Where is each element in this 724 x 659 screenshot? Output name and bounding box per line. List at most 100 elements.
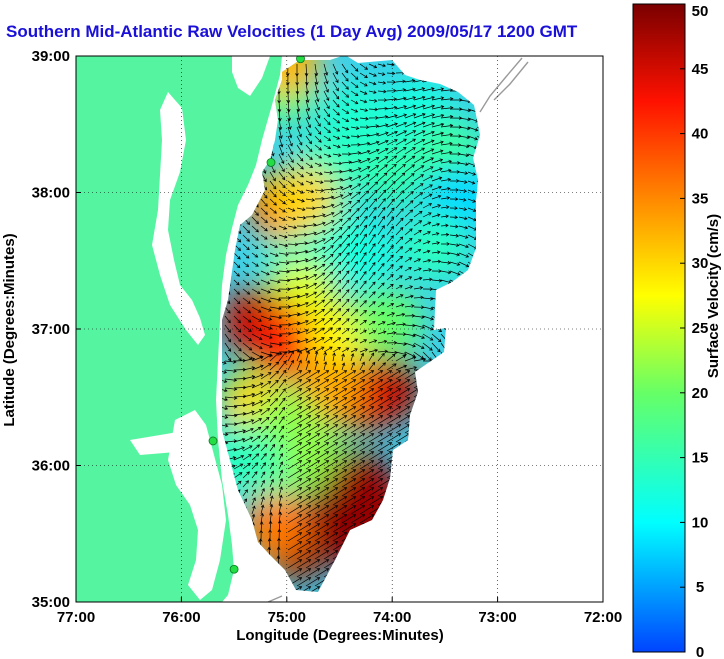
velocity-arrow-873 bbox=[242, 324, 252, 332]
velocity-arrow-1034 bbox=[341, 362, 346, 371]
velocity-arrow-343 bbox=[332, 161, 343, 166]
velocity-arrow-502 bbox=[413, 201, 423, 209]
velocity-arrow-1050 bbox=[222, 378, 228, 384]
velocity-arrow-752 bbox=[233, 288, 240, 295]
velocity-arrow-1267 bbox=[278, 434, 284, 443]
velocity-arrow-1292 bbox=[233, 446, 245, 452]
velocity-arrow-1385 bbox=[260, 471, 266, 479]
velocity-arrow-429 bbox=[296, 189, 305, 194]
velocity-arrow-263 bbox=[422, 130, 435, 137]
velocity-arrow-701 bbox=[314, 263, 326, 272]
velocity-arrow-615 bbox=[350, 233, 359, 245]
velocity-arrow-624 bbox=[431, 241, 441, 245]
velocity-arrow-1236 bbox=[269, 425, 277, 434]
velocity-arrow-1023 bbox=[242, 366, 256, 371]
velocity-arrow-998 bbox=[287, 350, 294, 362]
velocity-arrow-1115 bbox=[260, 390, 271, 398]
velocity-arrow-764 bbox=[341, 279, 350, 290]
velocity-arrow-1005 bbox=[350, 353, 355, 362]
velocity-arrow-1215 bbox=[350, 415, 366, 425]
velocity-arrow-172 bbox=[413, 104, 426, 110]
velocity-arrow-1452 bbox=[323, 487, 339, 497]
velocity-arrow-14 bbox=[341, 63, 349, 74]
velocity-arrow-1054 bbox=[251, 373, 264, 380]
velocity-arrow-771 bbox=[404, 285, 414, 290]
velocity-arrow-1235 bbox=[260, 425, 269, 434]
velocity-arrow-699 bbox=[296, 266, 309, 272]
velocity-arrow-635 bbox=[260, 252, 269, 258]
velocity-arrow-221 bbox=[314, 126, 322, 135]
velocity-arrow-1096 bbox=[359, 379, 375, 389]
velocity-arrow-1542 bbox=[323, 514, 339, 524]
velocity-arrow-551 bbox=[314, 221, 326, 227]
velocity-arrow-10 bbox=[304, 63, 309, 77]
velocity-arrow-1516 bbox=[359, 505, 375, 515]
velocity-arrow-855 bbox=[350, 309, 359, 317]
velocity-arrow-468 bbox=[377, 189, 387, 200]
velocity-arrow-1144 bbox=[251, 400, 264, 407]
velocity-arrow-976 bbox=[359, 348, 368, 353]
velocity-arrow-1211 bbox=[314, 415, 330, 425]
velocity-arrow-862 bbox=[413, 315, 425, 319]
velocity-arrow-268 bbox=[467, 135, 479, 141]
velocity-arrow-1026 bbox=[269, 361, 280, 371]
velocity-arrow-885 bbox=[350, 318, 359, 326]
velocity-arrow-1128 bbox=[377, 388, 393, 398]
velocity-arrow-1062 bbox=[323, 370, 339, 380]
velocity-arrow-1451 bbox=[314, 487, 330, 497]
velocity-arrow-494 bbox=[341, 201, 352, 209]
velocity-arrow-499 bbox=[386, 198, 395, 209]
velocity-arrow-827 bbox=[368, 301, 376, 308]
velocity-arrow-41 bbox=[314, 72, 319, 86]
y-tick-label-1: 38:00 bbox=[32, 185, 70, 202]
velocity-arrow-140 bbox=[395, 96, 407, 101]
velocity-arrow-795 bbox=[350, 289, 358, 299]
velocity-arrow-72 bbox=[323, 81, 329, 93]
velocity-arrow-525 bbox=[350, 207, 360, 218]
velocity-arrow-1352 bbox=[233, 463, 244, 470]
velocity-arrow-1218 bbox=[377, 415, 393, 425]
x-tick-label-5: 72:00 bbox=[584, 609, 622, 626]
velocity-arrow-380 bbox=[395, 163, 406, 173]
velocity-arrow-75 bbox=[350, 81, 359, 88]
velocity-arrow-760 bbox=[305, 282, 318, 290]
velocity-arrow-904 bbox=[251, 333, 263, 341]
velocity-arrow-169 bbox=[386, 105, 398, 110]
velocity-arrow-1595 bbox=[259, 529, 264, 542]
velocity-arrow-102 bbox=[323, 90, 330, 102]
velocity-arrow-1149 bbox=[296, 397, 312, 407]
velocity-arrow-1064 bbox=[341, 370, 357, 380]
velocity-arrow-1427 bbox=[368, 478, 384, 488]
velocity-arrow-878 bbox=[287, 321, 301, 326]
velocity-arrow-1188 bbox=[377, 406, 393, 416]
velocity-arrow-799 bbox=[386, 293, 394, 299]
velocity-arrow-1420 bbox=[305, 478, 321, 488]
velocity-arrow-1038 bbox=[377, 362, 386, 371]
velocity-arrow-325 bbox=[440, 150, 453, 155]
velocity-arrow-444 bbox=[431, 185, 442, 191]
velocity-arrow-578 bbox=[287, 234, 298, 238]
velocity-arrow-592 bbox=[413, 229, 422, 236]
velocity-arrow-841 bbox=[224, 315, 231, 324]
velocity-arrow-674 bbox=[341, 252, 350, 263]
velocity-arrow-1000 bbox=[305, 350, 310, 362]
velocity-arrow-912 bbox=[323, 327, 333, 335]
velocity-arrow-1009 bbox=[386, 353, 396, 362]
velocity-arrow-716 bbox=[449, 270, 461, 276]
velocity-arrow-168 bbox=[377, 106, 388, 111]
velocity-arrow-1449 bbox=[296, 487, 312, 497]
velocity-arrow-793 bbox=[332, 289, 342, 299]
velocity-arrow-1450 bbox=[305, 487, 321, 497]
velocity-arrow-1508 bbox=[287, 505, 303, 515]
velocity-arrow-575 bbox=[260, 234, 268, 240]
velocity-arrow-18 bbox=[377, 63, 386, 68]
velocity-arrow-1540 bbox=[305, 514, 321, 524]
velocity-arrow-702 bbox=[323, 262, 334, 272]
colorbar bbox=[632, 3, 686, 653]
velocity-arrow-71 bbox=[314, 81, 320, 94]
velocity-arrow-994 bbox=[251, 355, 264, 362]
velocity-arrow-1274 bbox=[341, 433, 357, 443]
velocity-arrow-854 bbox=[341, 308, 350, 317]
velocity-arrow-1186 bbox=[359, 406, 375, 416]
